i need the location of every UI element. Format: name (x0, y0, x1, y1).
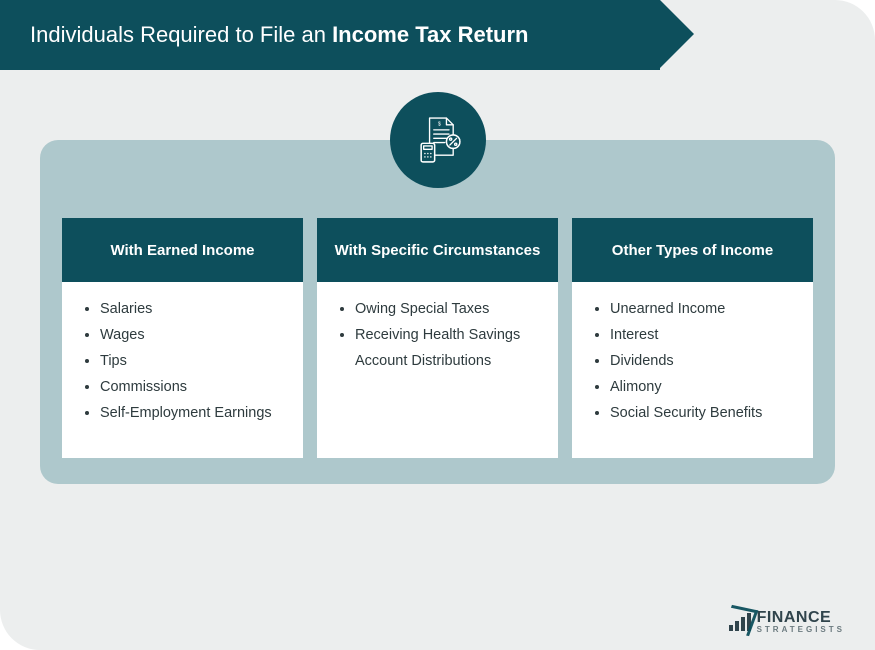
list-item: Wages (100, 322, 289, 348)
tax-document-calculator-icon: $ (411, 113, 465, 167)
brand-logo: FINANCE STRATEGISTS (729, 610, 845, 634)
list-item: Receiving Health Savings Account Distrib… (355, 322, 544, 374)
list-item: Social Security Benefits (610, 400, 799, 426)
card-header: With Specific Circumstances (317, 218, 558, 282)
cards-panel: With Earned Income Salaries Wages Tips C… (40, 140, 835, 484)
logo-line1: FINANCE (757, 610, 845, 626)
logo-bars-icon (729, 613, 751, 631)
list-item: Unearned Income (610, 296, 799, 322)
card-list: Owing Special Taxes Receiving Health Sav… (331, 296, 544, 374)
card-body: Unearned Income Interest Dividends Alimo… (572, 282, 813, 440)
list-item: Alimony (610, 374, 799, 400)
list-item: Owing Special Taxes (355, 296, 544, 322)
list-item: Commissions (100, 374, 289, 400)
list-item: Interest (610, 322, 799, 348)
hero-icon-circle: $ (390, 92, 486, 188)
title-prefix: Individuals Required to File an (30, 22, 332, 47)
card-list: Salaries Wages Tips Commissions Self-Emp… (76, 296, 289, 426)
list-item: Tips (100, 348, 289, 374)
logo-bar (741, 617, 745, 631)
card-other-income: Other Types of Income Unearned Income In… (572, 218, 813, 458)
logo-text: FINANCE STRATEGISTS (757, 610, 845, 634)
logo-bar (729, 625, 733, 631)
logo-bar (747, 613, 751, 631)
card-specific-circumstances: With Specific Circumstances Owing Specia… (317, 218, 558, 458)
card-earned-income: With Earned Income Salaries Wages Tips C… (62, 218, 303, 458)
card-list: Unearned Income Interest Dividends Alimo… (586, 296, 799, 426)
card-header: Other Types of Income (572, 218, 813, 282)
content-wrap: $ With Earned Income (40, 140, 835, 484)
title-bold: Income Tax Return (332, 22, 528, 47)
list-item: Salaries (100, 296, 289, 322)
svg-text:$: $ (438, 122, 441, 128)
logo-bar (735, 621, 739, 631)
list-item: Dividends (610, 348, 799, 374)
card-body: Owing Special Taxes Receiving Health Sav… (317, 282, 558, 388)
card-body: Salaries Wages Tips Commissions Self-Emp… (62, 282, 303, 440)
title-banner: Individuals Required to File an Income T… (0, 0, 660, 70)
list-item: Self-Employment Earnings (100, 400, 289, 426)
card-header: With Earned Income (62, 218, 303, 282)
logo-line2: STRATEGISTS (757, 626, 845, 634)
